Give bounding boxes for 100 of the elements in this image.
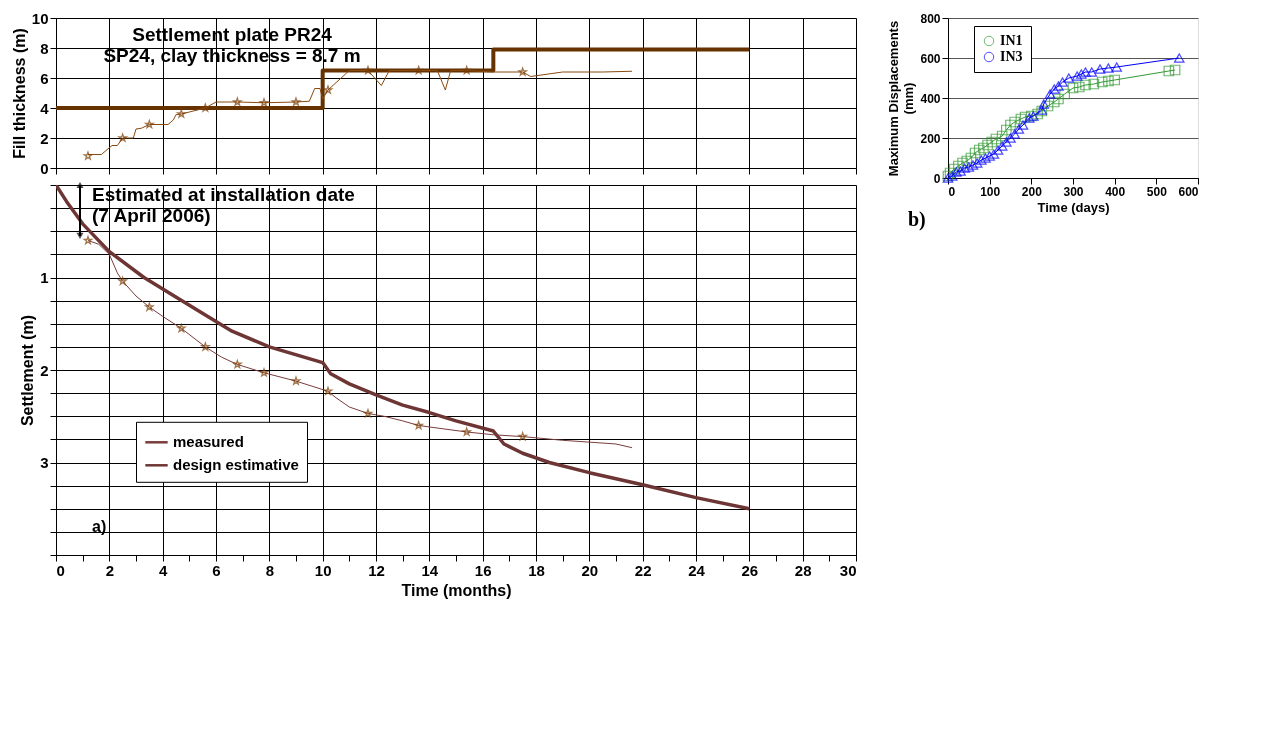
point	[1103, 63, 1114, 73]
point	[462, 65, 471, 75]
point	[950, 167, 962, 177]
point	[1173, 53, 1185, 63]
x-tick-label: 200	[1021, 184, 1043, 199]
point	[83, 151, 93, 160]
x-tick-label: 500	[1146, 184, 1168, 199]
legend-label: measured	[173, 433, 244, 451]
point	[1032, 108, 1043, 120]
point	[1111, 62, 1123, 72]
point	[1048, 84, 1060, 94]
point	[1080, 67, 1091, 77]
point	[1017, 120, 1029, 130]
point	[1073, 81, 1085, 93]
point	[1005, 119, 1016, 131]
y-tick-label: 4	[40, 99, 50, 117]
point	[969, 147, 981, 159]
point	[1096, 76, 1108, 88]
point	[1109, 74, 1121, 86]
point	[1059, 88, 1071, 100]
y-axis-title: Settlement (m)	[19, 314, 37, 427]
x-tick-label: 16	[474, 561, 492, 579]
x-axis-title: Time (months)	[401, 581, 512, 599]
point	[996, 130, 1008, 142]
point	[1042, 100, 1054, 112]
point	[959, 163, 971, 173]
point	[323, 386, 333, 396]
point	[992, 145, 1004, 155]
legend-label: IN3	[1000, 49, 1023, 64]
point	[291, 97, 301, 106]
point	[1169, 64, 1181, 76]
x-tick-label: 0	[56, 561, 65, 579]
point	[1057, 77, 1068, 87]
point	[984, 151, 996, 161]
line-series	[56, 185, 752, 511]
x-tick-label: 10	[314, 561, 332, 579]
x-tick-label: 22	[634, 561, 652, 579]
point	[988, 149, 1000, 159]
annotation: a)	[92, 518, 107, 535]
point	[323, 85, 333, 94]
point	[957, 157, 968, 169]
x-tick-label: 8	[265, 561, 275, 579]
point	[955, 166, 966, 176]
point	[1009, 116, 1021, 128]
point	[961, 155, 973, 167]
point	[990, 133, 1002, 145]
y-tick-label: 200	[920, 131, 941, 146]
x-tick-label: 26	[741, 561, 759, 579]
y-tick-label: 8	[40, 39, 49, 57]
point	[1163, 65, 1175, 77]
point	[975, 155, 987, 165]
point	[1063, 73, 1075, 83]
point	[1088, 78, 1100, 90]
point	[201, 103, 210, 112]
x-tick-label: 30	[839, 561, 857, 579]
point	[1067, 82, 1079, 94]
point	[363, 408, 373, 418]
point	[1048, 96, 1060, 108]
point	[1094, 64, 1106, 74]
point	[963, 162, 975, 172]
point	[982, 139, 993, 151]
x-tick-label: 28	[794, 561, 812, 579]
point	[1053, 93, 1064, 105]
x-tick-label: 6	[212, 561, 221, 579]
point	[1053, 81, 1064, 91]
x-tick-label: 12	[368, 561, 385, 579]
point	[291, 376, 301, 385]
point	[967, 160, 979, 170]
y-tick-label: 0	[933, 171, 941, 186]
point	[973, 144, 985, 156]
y-tick-label: 6	[40, 69, 49, 87]
x-tick-label: 0	[948, 184, 956, 199]
point	[363, 65, 373, 75]
point	[259, 98, 269, 107]
x-tick-label: 100	[980, 184, 1001, 199]
legend-label: design estimative	[173, 456, 299, 474]
y-tick-label: 600	[920, 51, 941, 66]
text: b)	[908, 208, 926, 231]
y-tick-label: 10	[31, 9, 49, 27]
point	[83, 235, 93, 245]
point	[978, 142, 989, 154]
point	[1005, 133, 1016, 143]
point	[259, 368, 269, 377]
y-tick-label: 2	[40, 361, 49, 379]
point	[953, 160, 964, 172]
point	[1013, 124, 1025, 134]
x-tick-label: 600	[1178, 184, 1199, 199]
point	[1015, 113, 1027, 125]
point	[971, 158, 983, 168]
x-tick-label: 300	[1063, 184, 1084, 199]
y-tick-label: 800	[920, 11, 941, 26]
point	[1009, 129, 1021, 139]
x-tick-label: 4	[158, 561, 168, 579]
point	[1075, 69, 1087, 79]
point	[1000, 124, 1012, 136]
y-axis-title: Fill thickness (m)	[10, 28, 28, 159]
point	[1086, 67, 1098, 77]
point	[1103, 75, 1114, 87]
point	[1044, 89, 1056, 99]
point	[946, 171, 958, 181]
